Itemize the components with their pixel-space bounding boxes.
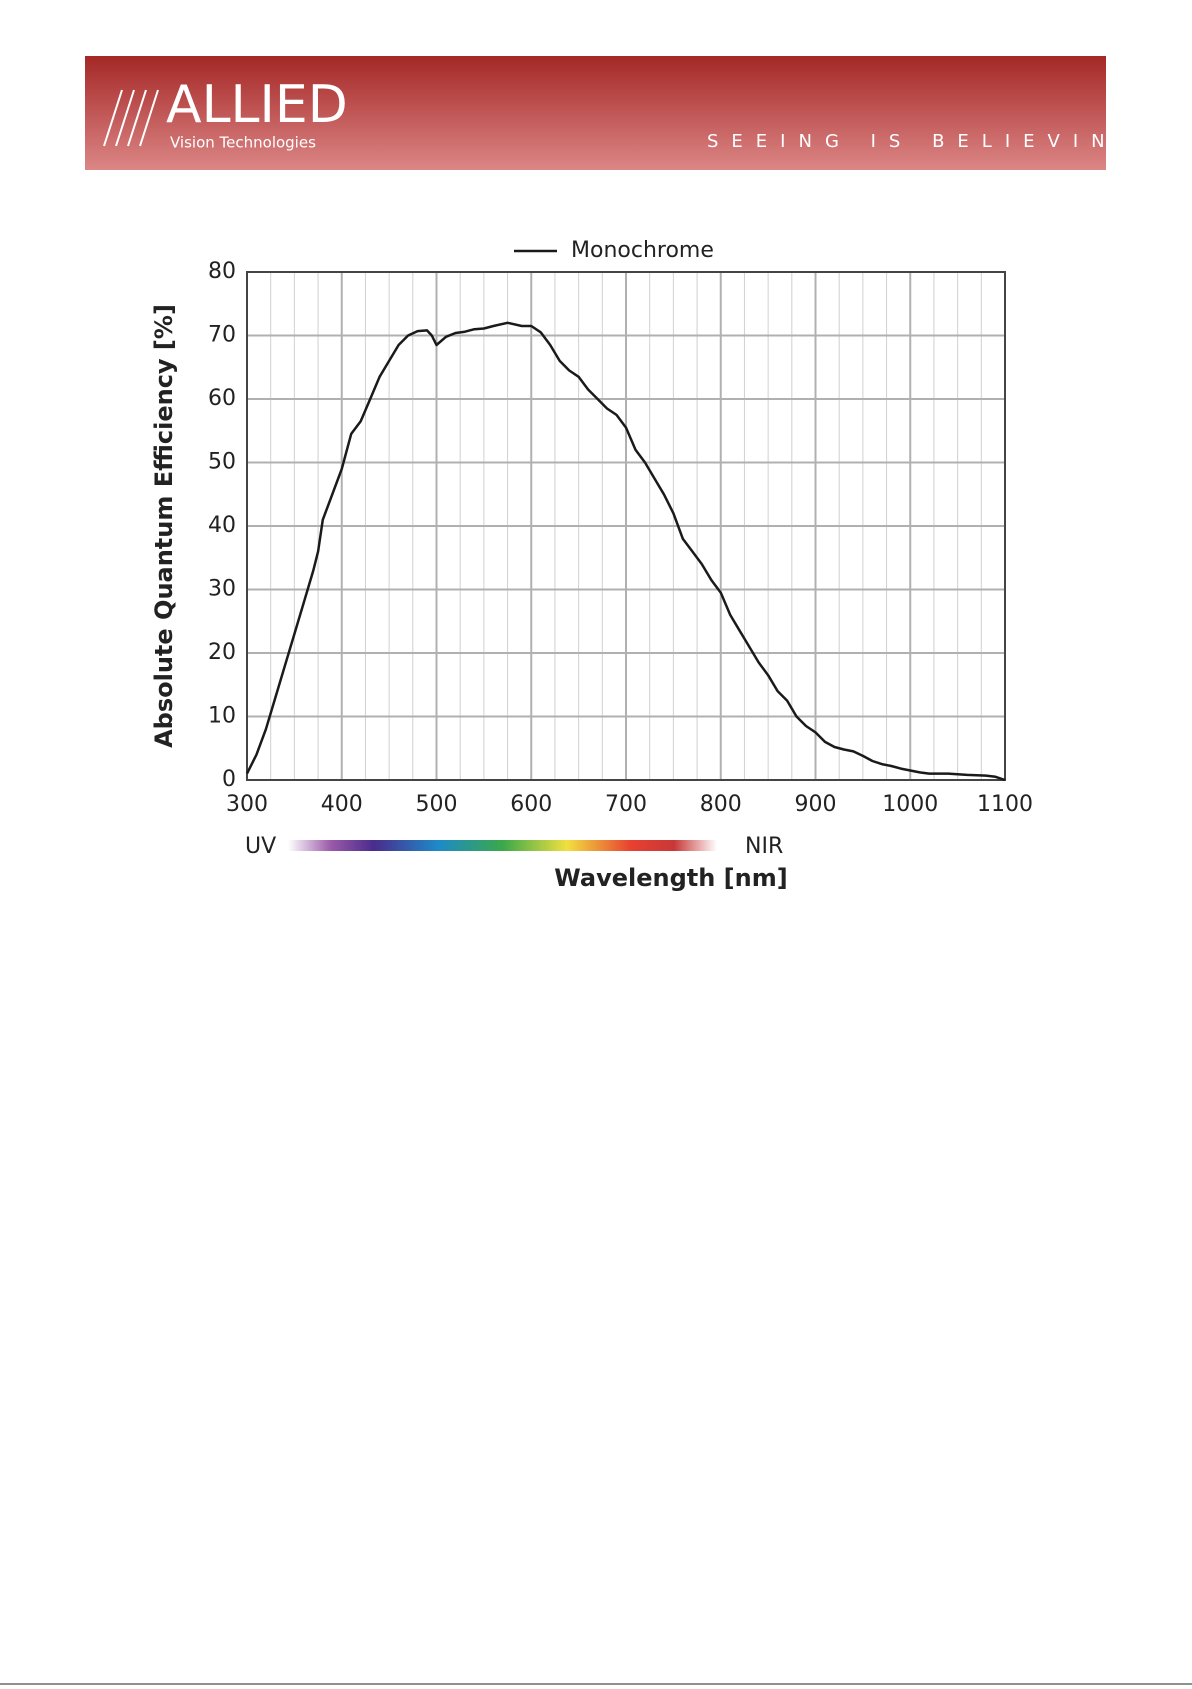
x-tick-label: 1000 bbox=[882, 792, 938, 817]
x-tick-label: 500 bbox=[416, 792, 458, 817]
series-line bbox=[245, 321, 1006, 782]
logo: ALLIED bbox=[166, 75, 348, 135]
y-tick-label: 20 bbox=[208, 640, 236, 665]
y-tick-label: 70 bbox=[208, 323, 236, 348]
y-tick-label: 30 bbox=[208, 577, 236, 602]
y-axis-label: Absolute Quantum Efficiency [%] bbox=[150, 304, 178, 748]
y-tick-label: 80 bbox=[208, 259, 236, 284]
y-tick-label: 60 bbox=[208, 386, 236, 411]
x-tick-label: 900 bbox=[795, 792, 837, 817]
tagline: SEEING IS BELIEVING bbox=[707, 131, 1145, 152]
x-tick-label: 700 bbox=[605, 792, 647, 817]
y-tick-label: 50 bbox=[208, 450, 236, 475]
x-tick-label: 600 bbox=[510, 792, 552, 817]
logo-sub: Vision Technologies bbox=[170, 134, 316, 152]
y-tick-label: 0 bbox=[222, 767, 236, 792]
y-tick-label: 40 bbox=[208, 513, 236, 538]
header-band bbox=[85, 56, 1106, 170]
plot-frame bbox=[246, 271, 1006, 781]
spectrum-bar bbox=[288, 840, 717, 851]
x-tick-label: 300 bbox=[226, 792, 268, 817]
x-axis-label: Wavelength [nm] bbox=[554, 864, 787, 892]
spectrum-label: NIR bbox=[745, 834, 783, 859]
x-tick-label: 1100 bbox=[977, 792, 1033, 817]
y-tick-label: 10 bbox=[208, 704, 236, 729]
x-tick-label: 400 bbox=[321, 792, 363, 817]
logo-slashes bbox=[103, 89, 159, 147]
legend-label: Monochrome bbox=[571, 238, 714, 263]
x-tick-label: 800 bbox=[700, 792, 742, 817]
spectrum-label: UV bbox=[245, 834, 276, 859]
